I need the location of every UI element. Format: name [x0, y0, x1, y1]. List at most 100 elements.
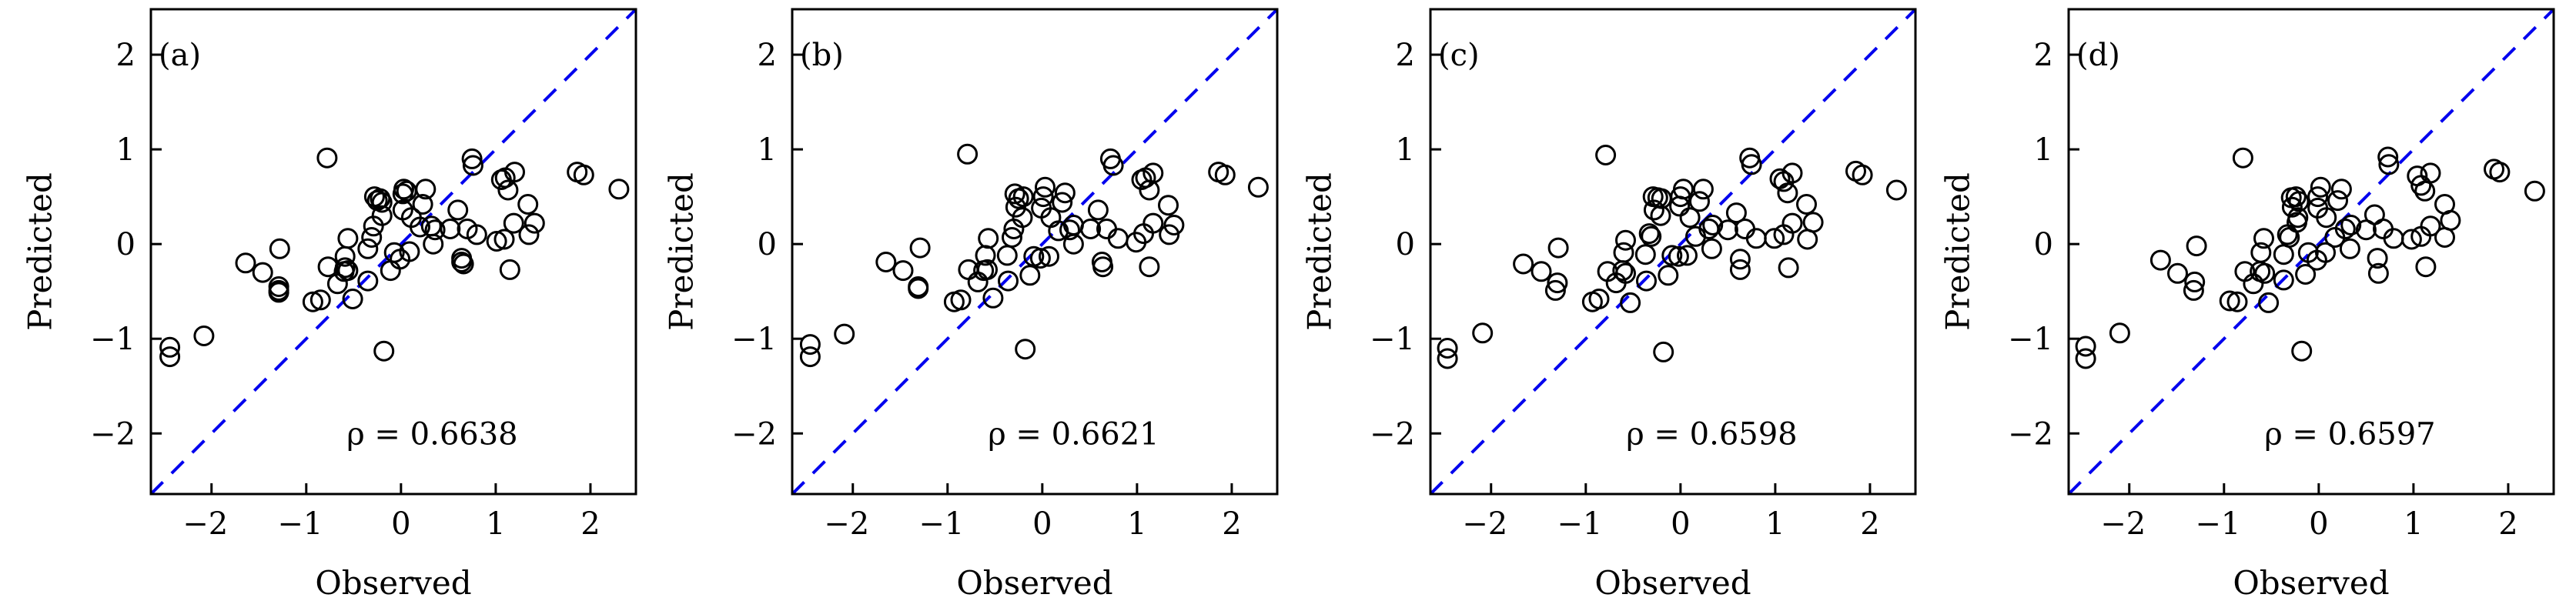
data-point	[2253, 228, 2274, 249]
y-tick-label: −2	[2008, 416, 2053, 452]
data-point	[451, 252, 473, 272]
data-point	[1513, 253, 1534, 275]
data-point	[1005, 196, 1026, 218]
x-tick-label: 1	[2404, 506, 2423, 542]
data-point	[1547, 272, 1568, 294]
data-point	[1012, 207, 1033, 229]
plot-frame	[149, 8, 637, 496]
data-point	[268, 282, 289, 303]
reference-line-diagonal	[791, 8, 1279, 496]
rho-annotation: ρ = 0.6597	[2264, 416, 2435, 452]
data-point	[1039, 245, 1059, 267]
y-tick-label: 0	[758, 227, 777, 262]
data-point	[1781, 212, 1803, 234]
data-point	[1139, 256, 1160, 278]
data-point	[2186, 235, 2207, 257]
data-point	[269, 238, 290, 259]
data-point	[503, 212, 524, 234]
panel-a: (a) ρ = 0.6638 Observed Predicted −2 −1 …	[22, 8, 637, 602]
x-tick-label: 1	[486, 506, 505, 542]
y-tick-label: −2	[1370, 416, 1415, 452]
x-tick-label: 1	[1765, 506, 1785, 542]
data-point	[1638, 223, 1660, 245]
data-point	[2315, 242, 2336, 263]
data-point	[399, 241, 420, 262]
y-tick-label: −1	[90, 322, 135, 357]
data-point	[1620, 292, 1641, 313]
y-tick-label: 1	[116, 132, 135, 168]
data-point	[1634, 244, 1656, 265]
x-tick-label: −2	[2100, 506, 2146, 542]
data-point	[2232, 147, 2253, 169]
data-point	[2226, 291, 2248, 312]
panel-label: (a)	[159, 38, 201, 73]
data-point	[337, 228, 359, 249]
data-point	[1689, 191, 1710, 212]
data-point	[1547, 237, 1569, 259]
data-point	[2149, 249, 2171, 271]
data-point	[420, 215, 442, 237]
data-point	[1019, 265, 1041, 286]
data-point	[334, 257, 356, 279]
data-point	[2075, 336, 2096, 357]
y-tick-label: −1	[1370, 322, 1415, 357]
rho-annotation: ρ = 0.6638	[346, 416, 517, 452]
data-point	[371, 205, 393, 226]
data-point	[2377, 146, 2399, 168]
data-point	[2183, 279, 2204, 301]
data-point	[486, 231, 507, 252]
x-tick-label: −1	[277, 506, 323, 542]
data-point	[1437, 338, 1458, 359]
x-tick-label: 2	[2498, 506, 2517, 542]
data-point	[799, 346, 821, 368]
y-axis-label: Predicted	[22, 172, 59, 331]
data-point	[316, 147, 338, 169]
data-point	[2258, 292, 2280, 313]
x-axis-label: Observed	[1594, 564, 1751, 602]
data-point	[1670, 186, 1691, 208]
data-point	[524, 212, 545, 234]
data-point	[1472, 322, 1494, 344]
y-axis-label: Predicted	[1939, 172, 1977, 331]
x-tick-label: 2	[1222, 506, 1241, 542]
plot-frame	[2067, 8, 2555, 496]
data-point	[1650, 205, 1671, 226]
y-axis-label: Predicted	[1301, 172, 1339, 331]
x-tick-label: −1	[2195, 506, 2240, 542]
data-point	[1658, 265, 1679, 286]
data-point	[2340, 215, 2362, 235]
data-point	[875, 252, 897, 272]
data-point	[1669, 195, 1691, 217]
data-point	[2420, 215, 2441, 237]
y-tick-label: 0	[116, 227, 135, 262]
x-tick-label: −2	[1462, 506, 1507, 542]
data-point	[2287, 212, 2307, 233]
data-point	[357, 270, 379, 292]
data-point	[909, 237, 931, 259]
x-tick-label: 0	[391, 506, 410, 542]
data-point	[1885, 179, 1907, 201]
data-point	[2420, 162, 2441, 184]
data-point	[1741, 154, 1762, 175]
data-point	[2184, 271, 2206, 292]
data-point	[309, 289, 331, 311]
y-tick-label: 2	[758, 38, 777, 73]
data-point	[998, 270, 1019, 292]
data-point	[2295, 264, 2317, 285]
data-point	[371, 192, 393, 213]
data-point	[412, 194, 433, 215]
data-point	[1595, 145, 1617, 165]
data-point	[342, 289, 363, 309]
y-axis-label: Predicted	[663, 172, 701, 331]
data-point	[1142, 162, 1164, 184]
data-point	[504, 162, 525, 183]
y-tick-label: 0	[2034, 227, 2053, 262]
data-point	[2285, 186, 2307, 208]
x-axis-label: Observed	[315, 564, 471, 602]
x-tick-label: 2	[1860, 506, 1879, 542]
data-point	[2167, 262, 2188, 284]
y-tick-label: 2	[1396, 38, 1415, 73]
data-point	[2489, 162, 2511, 183]
reference-line-diagonal	[1429, 8, 1917, 496]
data-point	[462, 155, 483, 176]
